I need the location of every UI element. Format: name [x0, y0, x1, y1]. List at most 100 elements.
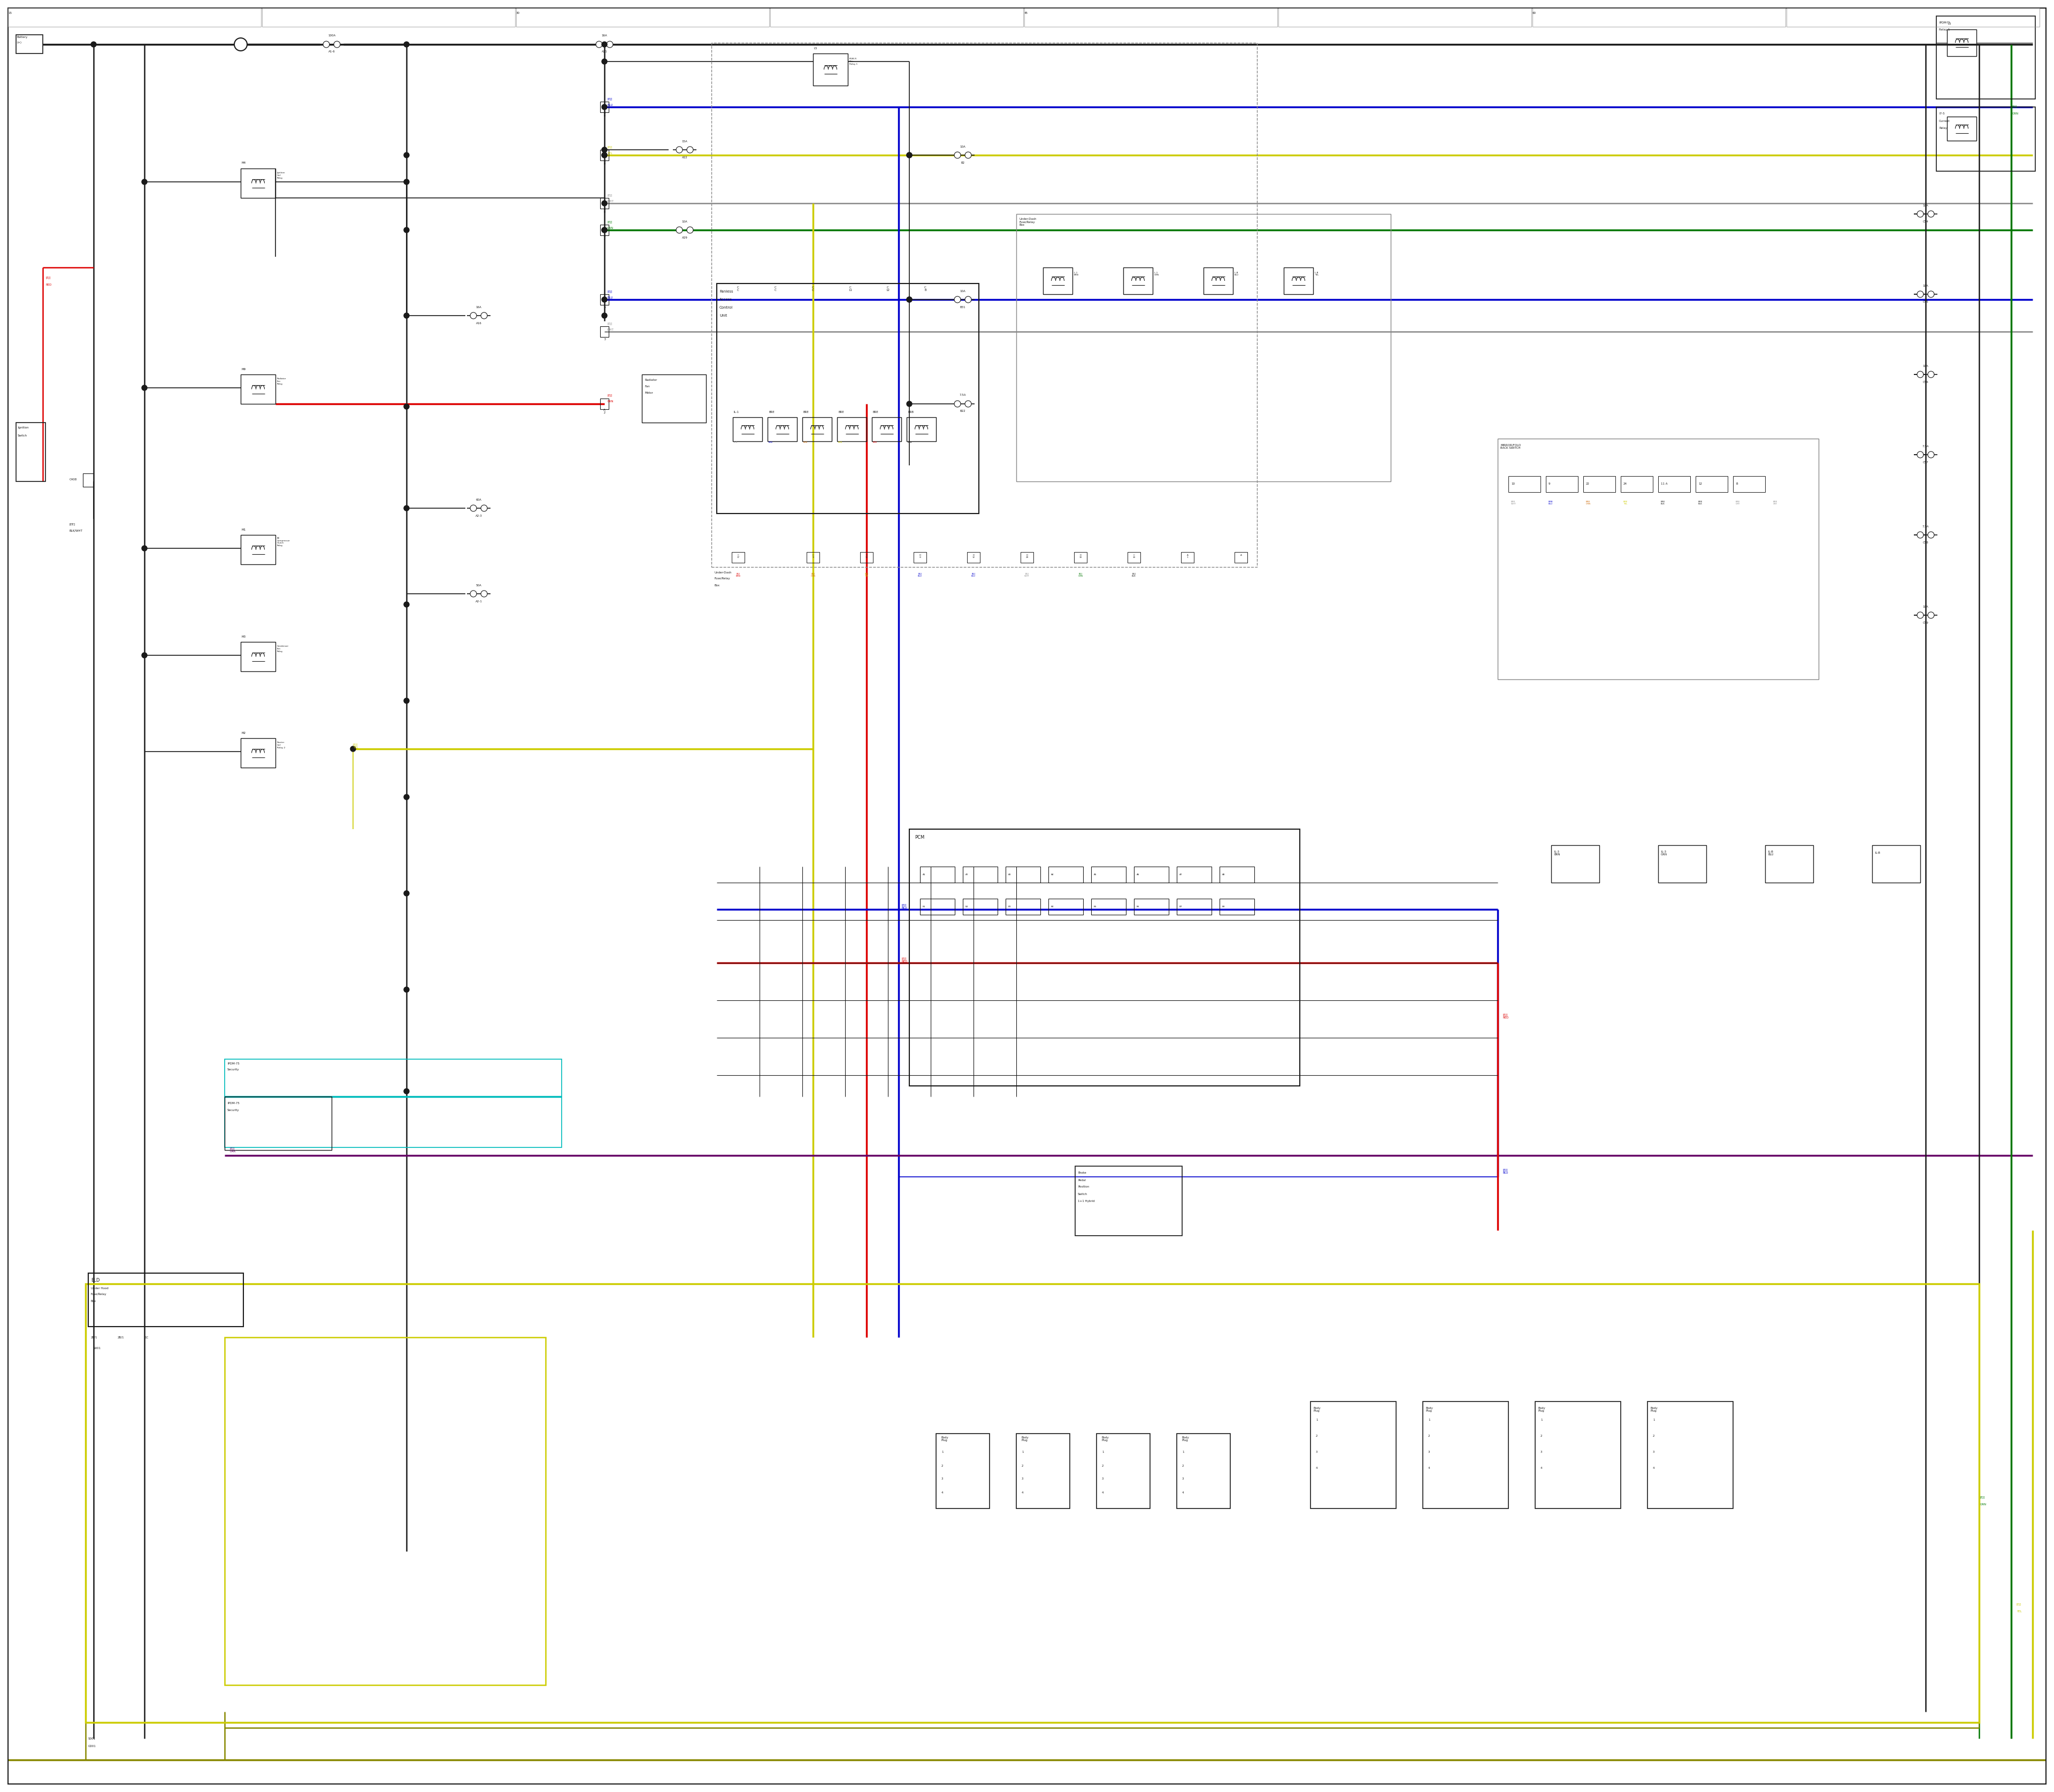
- Text: BRE
GRY: BRE GRY: [1736, 500, 1740, 505]
- Circle shape: [602, 228, 608, 233]
- Circle shape: [405, 41, 409, 47]
- Circle shape: [906, 152, 912, 158]
- Text: B1: B1: [922, 905, 926, 909]
- Circle shape: [405, 179, 409, 185]
- Text: Body
Plug: Body Plug: [941, 1435, 949, 1443]
- Text: C55: C55: [1923, 301, 1929, 303]
- Text: PCM: PCM: [914, 835, 924, 840]
- Text: BLU: BLU: [608, 104, 612, 106]
- Text: [EJ]
BLK: [EJ] BLK: [1132, 573, 1136, 577]
- Bar: [770, 7, 1023, 27]
- Bar: [600, 326, 608, 337]
- Bar: [1423, 1401, 1508, 1509]
- Text: 6
 0: 6 0: [604, 208, 606, 213]
- Circle shape: [955, 296, 961, 303]
- Bar: [813, 54, 848, 86]
- Text: 7.5A: 7.5A: [1923, 444, 1929, 448]
- Circle shape: [470, 505, 477, 511]
- Circle shape: [602, 228, 608, 233]
- Text: BRE: BRE: [768, 410, 774, 414]
- Circle shape: [405, 152, 409, 158]
- Bar: [600, 151, 608, 161]
- Bar: [807, 552, 820, 563]
- Bar: [1006, 898, 1041, 914]
- Text: GRN: GRN: [2013, 113, 2019, 115]
- Bar: [717, 283, 980, 514]
- Bar: [224, 1337, 546, 1684]
- Circle shape: [1916, 290, 1923, 297]
- Text: 30: 30: [516, 13, 520, 14]
- Text: 10A: 10A: [1923, 285, 1929, 287]
- Circle shape: [322, 41, 329, 48]
- Text: A16: A16: [477, 323, 481, 324]
- Text: [EE]: [EE]: [70, 523, 76, 525]
- Text: Box: Box: [90, 1299, 97, 1303]
- Text: BRB
BLU: BRB BLU: [1549, 500, 1553, 505]
- Circle shape: [1929, 611, 1935, 618]
- Bar: [1234, 552, 1247, 563]
- Text: 7.5A: 7.5A: [959, 394, 965, 396]
- Circle shape: [481, 505, 487, 511]
- Text: [EJ]: [EJ]: [608, 194, 612, 197]
- Text: AC
Compressor
Clutch
Relay: AC Compressor Clutch Relay: [277, 538, 290, 547]
- Bar: [1021, 552, 1033, 563]
- Bar: [1497, 439, 1818, 679]
- Text: Brake: Brake: [1078, 1172, 1087, 1174]
- Circle shape: [906, 401, 912, 407]
- Text: A5: A5: [1095, 873, 1097, 876]
- Text: A1: A1: [922, 873, 926, 876]
- Circle shape: [1916, 371, 1923, 378]
- Text: BRN: BRN: [608, 400, 614, 403]
- Text: Under-Dash: Under-Dash: [715, 572, 731, 573]
- Text: Body
Plug: Body Plug: [1313, 1407, 1321, 1412]
- Circle shape: [602, 147, 608, 152]
- Text: IL-B
BLU: IL-B BLU: [1234, 272, 1239, 276]
- Circle shape: [676, 228, 682, 233]
- Text: 15A: 15A: [682, 140, 688, 143]
- Text: BRE: BRE: [838, 410, 844, 414]
- Text: 100A: 100A: [329, 34, 335, 38]
- Bar: [914, 552, 926, 563]
- Bar: [731, 552, 744, 563]
- Bar: [1048, 898, 1082, 914]
- Bar: [1534, 1401, 1621, 1509]
- Text: BRE
BLK: BRE BLK: [1662, 500, 1666, 505]
- Text: 10A: 10A: [1923, 606, 1929, 607]
- Text: G001: G001: [88, 1745, 97, 1747]
- Circle shape: [481, 591, 487, 597]
- Circle shape: [602, 152, 608, 158]
- Text: 22: 22: [1586, 482, 1590, 486]
- Bar: [1734, 477, 1764, 493]
- Text: [EJ]
BLU: [EJ] BLU: [918, 573, 922, 577]
- Text: [EJ]
ORN: [EJ] ORN: [811, 573, 815, 577]
- Bar: [768, 418, 797, 441]
- Text: 11 A: 11 A: [1662, 482, 1668, 486]
- Text: Current: Current: [1939, 120, 1949, 122]
- Circle shape: [686, 147, 694, 152]
- Text: [EJ]: [EJ]: [608, 145, 612, 149]
- Text: IL-1
GRN: IL-1 GRN: [1154, 272, 1158, 276]
- Text: B3: B3: [1009, 905, 1011, 909]
- Text: 1C: 1C: [144, 1337, 148, 1339]
- Text: Body
Plug: Body Plug: [1101, 1435, 1109, 1443]
- Text: M2: M2: [242, 731, 246, 735]
- Text: A
 2: A 2: [604, 409, 606, 414]
- Bar: [963, 898, 998, 914]
- Text: A21: A21: [602, 50, 608, 54]
- Text: D
12: D 12: [972, 554, 976, 559]
- Bar: [641, 375, 707, 423]
- Circle shape: [606, 41, 612, 48]
- Text: A3: A3: [1009, 873, 1011, 876]
- Bar: [1048, 867, 1082, 883]
- Text: (+): (+): [16, 41, 23, 45]
- Bar: [16, 423, 45, 482]
- Text: B2: B2: [961, 161, 965, 163]
- Bar: [1134, 867, 1169, 883]
- Text: B2: B2: [965, 905, 967, 909]
- Text: BRE: BRE: [838, 441, 842, 443]
- Circle shape: [1916, 611, 1923, 618]
- Text: L5: L5: [813, 47, 817, 50]
- Bar: [600, 294, 608, 305]
- Text: Switch: Switch: [18, 434, 27, 437]
- Text: A1-6: A1-6: [329, 50, 335, 54]
